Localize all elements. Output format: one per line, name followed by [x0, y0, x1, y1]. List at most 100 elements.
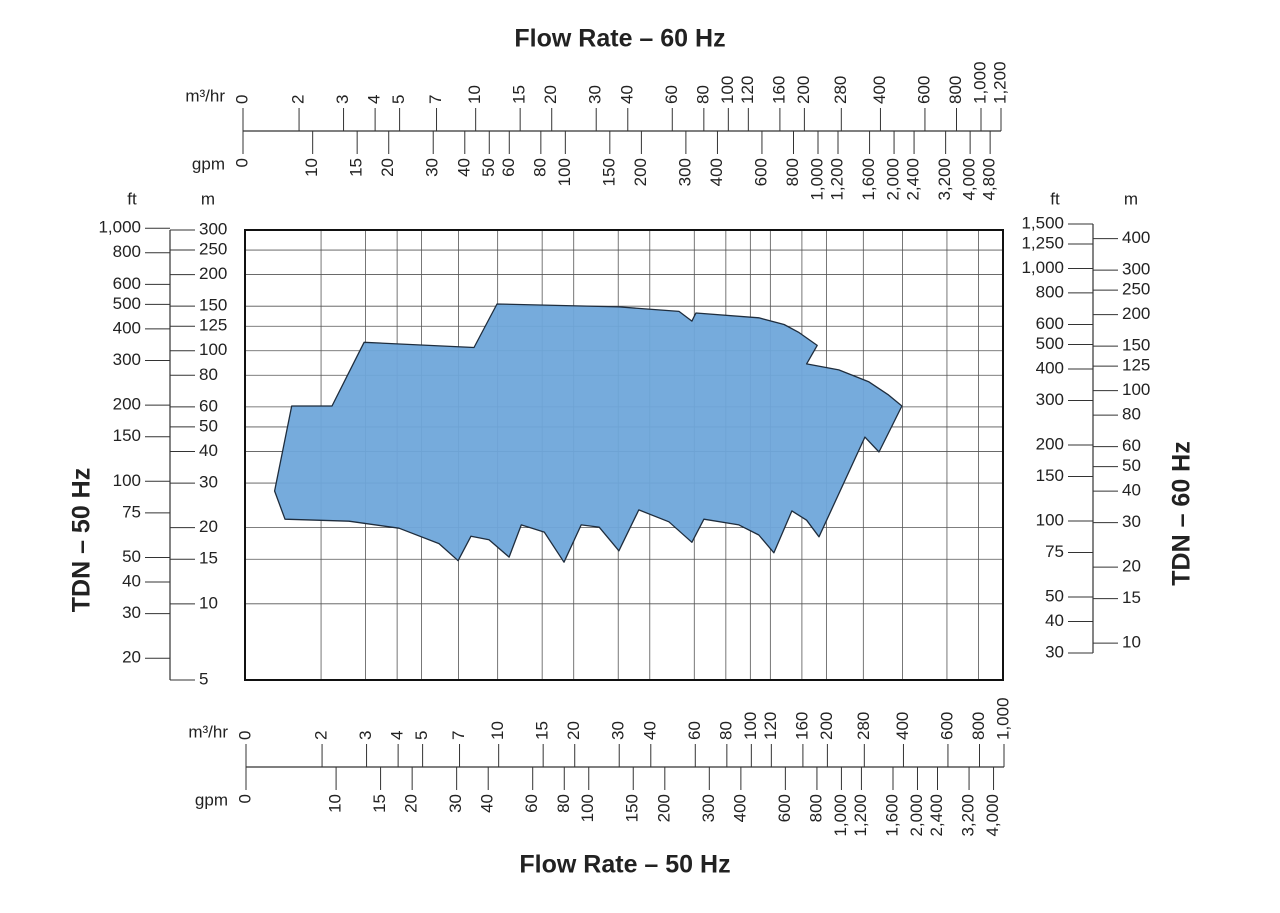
tick-label: 30	[423, 158, 442, 177]
tick-label: 300	[113, 350, 141, 369]
tick-label: 75	[122, 502, 141, 521]
tick-label: 30	[609, 721, 628, 740]
tick-label: 600	[751, 158, 770, 186]
tick-label: 20	[1122, 557, 1141, 576]
tick-label: 60	[522, 794, 541, 813]
tick-label: 60	[1122, 436, 1141, 455]
tick-label: 5	[412, 731, 431, 740]
tick-label: 80	[716, 721, 735, 740]
tick-label: 60	[199, 396, 218, 415]
tick-label: 15	[533, 721, 552, 740]
tick-label: 5	[389, 95, 408, 104]
tick-label: 125	[199, 316, 227, 335]
tick-label: 10	[326, 794, 345, 813]
axis-title: Flow Rate – 50 Hz	[519, 851, 730, 879]
tick-label: 0	[232, 158, 251, 167]
axis-unit: ft	[1050, 189, 1060, 208]
tick-label: 30	[199, 473, 218, 492]
tick-label: 1,000	[98, 218, 141, 237]
axis-unit: ft	[127, 189, 137, 208]
tick-label: 1,200	[827, 158, 846, 201]
tick-label: 1,600	[882, 794, 901, 837]
tick-label: 0	[235, 794, 254, 803]
tick-label: 10	[488, 721, 507, 740]
tick-label: 400	[707, 158, 726, 186]
tick-label: 500	[1036, 334, 1064, 353]
tick-label: 0	[235, 731, 254, 740]
tick-label: 3	[333, 95, 352, 104]
tick-label: 10	[199, 593, 218, 612]
tick-label: 1,250	[1021, 233, 1064, 252]
tick-label: 80	[693, 85, 712, 104]
tick-label: 100	[578, 794, 597, 822]
tick-label: 2	[312, 731, 331, 740]
tick-label: 15	[1122, 588, 1141, 607]
tick-label: 100	[741, 712, 760, 740]
tick-label: 60	[662, 85, 681, 104]
tick-label: 2,400	[904, 158, 923, 201]
tick-label: 250	[199, 240, 227, 259]
tick-label: 50	[479, 158, 498, 177]
tick-label: 300	[699, 794, 718, 822]
axis-title: TDN – 50 Hz	[68, 468, 96, 612]
tick-label: 200	[1036, 434, 1064, 453]
tick-label: 1,000	[970, 61, 989, 104]
tick-label: 80	[530, 158, 549, 177]
tick-label: 160	[769, 76, 788, 104]
tick-label: 100	[113, 471, 141, 490]
tick-label: 20	[541, 85, 560, 104]
tick-label: 2,400	[927, 794, 946, 837]
tick-label: 30	[122, 603, 141, 622]
tick-label: 15	[347, 158, 366, 177]
plot-frame	[244, 229, 1004, 681]
tick-label: 600	[775, 794, 794, 822]
tick-label: 40	[199, 441, 218, 460]
tick-label: 30	[586, 85, 605, 104]
tick-label: 300	[675, 158, 694, 186]
tick-label: 1,000	[807, 158, 826, 201]
tick-label: 20	[122, 648, 141, 667]
tick-label: 4,000	[983, 794, 1002, 837]
tick-label: 800	[969, 712, 988, 740]
tick-label: 150	[1122, 336, 1150, 355]
data-layer	[273, 303, 903, 563]
tick-label: 40	[478, 794, 497, 813]
tick-label: 10	[1122, 633, 1141, 652]
axis-unit: m³/hr	[185, 86, 225, 105]
tick-label: 1,000	[1021, 258, 1064, 277]
tick-label: 100	[1036, 510, 1064, 529]
tick-label: 200	[199, 264, 227, 283]
tick-label: 40	[640, 721, 659, 740]
tick-label: 800	[806, 794, 825, 822]
tick-label: 60	[685, 721, 704, 740]
tick-label: 40	[122, 571, 141, 590]
tick-label: 120	[738, 76, 757, 104]
tick-label: 15	[199, 549, 218, 568]
tick-label: 2,000	[884, 158, 903, 201]
tick-label: 4	[365, 95, 384, 104]
tick-label: 150	[599, 158, 618, 186]
tick-label: 5	[199, 669, 208, 688]
tick-label: 40	[617, 85, 636, 104]
tick-label: 150	[199, 296, 227, 315]
tick-label: 80	[1122, 405, 1141, 424]
tick-label: 50	[1122, 456, 1141, 475]
tick-label: 800	[1036, 282, 1064, 301]
tick-label: 2	[289, 95, 308, 104]
tick-label: 1,500	[1021, 213, 1064, 232]
tick-label: 0	[232, 95, 251, 104]
tick-label: 600	[937, 712, 956, 740]
tick-label: 200	[1122, 304, 1150, 323]
tick-label: 3,200	[959, 794, 978, 837]
tick-label: 1,200	[990, 61, 1009, 104]
tick-label: 600	[113, 274, 141, 293]
tick-label: 100	[199, 340, 227, 359]
tick-label: 40	[454, 158, 473, 177]
tick-label: 2,000	[907, 794, 926, 837]
axis-title: TDN – 60 Hz	[1168, 441, 1196, 585]
tick-label: 50	[1045, 586, 1064, 605]
tick-label: 100	[555, 158, 574, 186]
tick-label: 400	[730, 794, 749, 822]
